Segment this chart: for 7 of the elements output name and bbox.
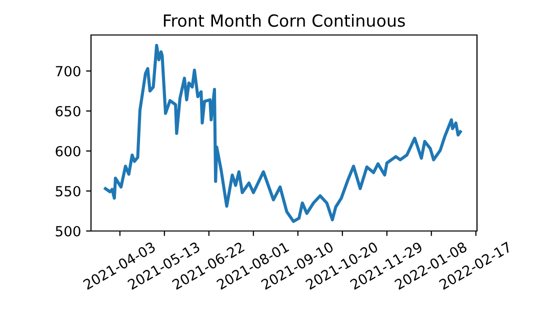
y-tick-label: 650 [56,106,80,116]
y-tick-label: 700 [56,66,80,76]
y-tick-label: 600 [56,146,80,156]
chart-title: Front Month Corn Continuous [164,14,405,27]
line-series [104,44,462,223]
y-tick-label: 550 [56,186,80,196]
y-tick-label: 500 [56,226,80,236]
